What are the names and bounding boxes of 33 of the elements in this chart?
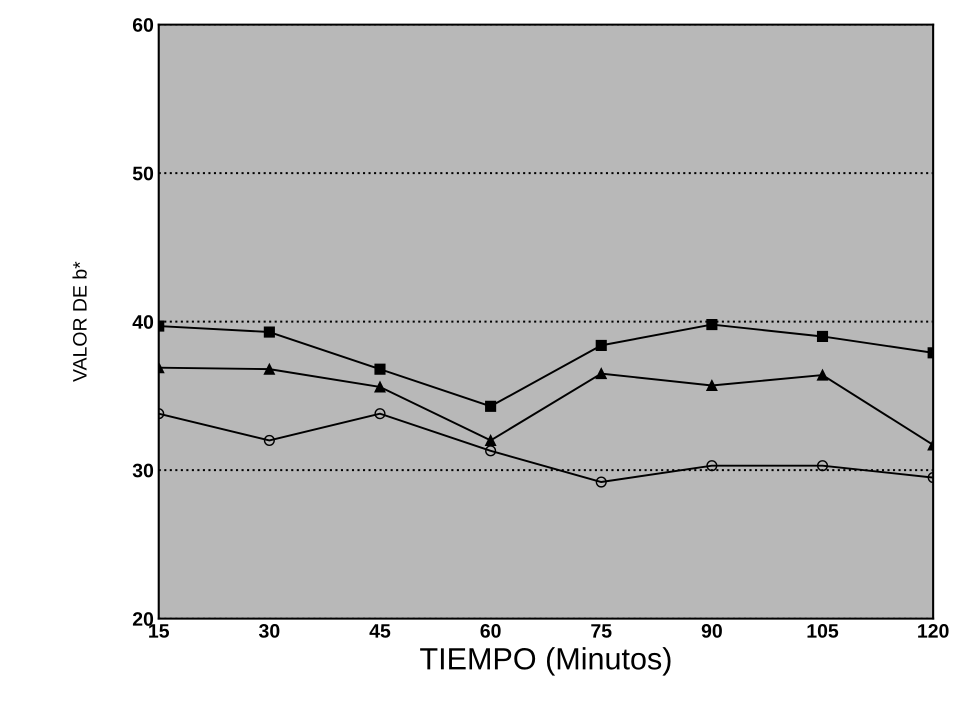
point (816, 370, 828, 381)
point (485, 445, 496, 456)
y-tick-label: 40 (132, 315, 154, 329)
x-tick-label: 30 (258, 624, 280, 638)
point (816, 330, 828, 342)
point (374, 408, 386, 420)
point (816, 460, 828, 472)
y-tick-label: 60 (132, 18, 154, 32)
x-tick-label: 45 (369, 624, 390, 638)
point (374, 364, 386, 375)
x-tick-label: 90 (702, 624, 722, 638)
y-tick-label: 20 (132, 612, 154, 626)
point (264, 364, 275, 375)
point (264, 326, 275, 338)
point (264, 434, 275, 446)
x-tick-label: 105 (808, 624, 838, 638)
x-tick-label: 75 (591, 624, 612, 638)
y-tick-label: 30 (132, 464, 154, 478)
point (596, 368, 607, 380)
point (706, 319, 718, 330)
y-axis-title: VALOR DE b* (72, 262, 87, 382)
point (706, 380, 718, 392)
point (485, 400, 496, 412)
point (374, 381, 386, 393)
x-axis-title: TIEMPO (Minutos) (420, 647, 671, 676)
x-tick-label: 60 (480, 624, 501, 638)
y-tick-label: 50 (132, 166, 154, 180)
point (485, 434, 496, 446)
point (596, 476, 607, 488)
x-tick-label: 120 (918, 624, 949, 638)
x-tick-label: 15 (149, 624, 170, 638)
point (596, 340, 607, 351)
point (706, 460, 718, 472)
